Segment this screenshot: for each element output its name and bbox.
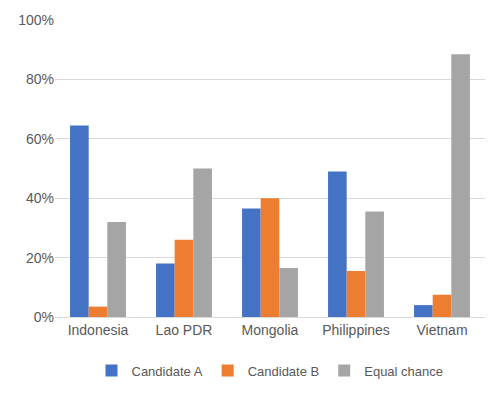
svg-text:Lao PDR: Lao PDR xyxy=(156,322,213,338)
svg-text:80%: 80% xyxy=(26,71,54,87)
svg-text:20%: 20% xyxy=(26,250,54,266)
svg-text:Vietnam: Vietnam xyxy=(416,322,467,338)
svg-text:100%: 100% xyxy=(18,12,54,28)
svg-text:60%: 60% xyxy=(26,131,54,147)
svg-text:Candidate B: Candidate B xyxy=(248,364,320,379)
svg-text:0%: 0% xyxy=(34,309,54,325)
svg-text:Indonesia: Indonesia xyxy=(68,322,129,338)
svg-text:40%: 40% xyxy=(26,190,54,206)
svg-text:Equal chance: Equal chance xyxy=(364,364,443,379)
svg-text:Mongolia: Mongolia xyxy=(242,322,299,338)
svg-text:Candidate A: Candidate A xyxy=(132,364,203,379)
svg-text:Philippines: Philippines xyxy=(322,322,390,338)
